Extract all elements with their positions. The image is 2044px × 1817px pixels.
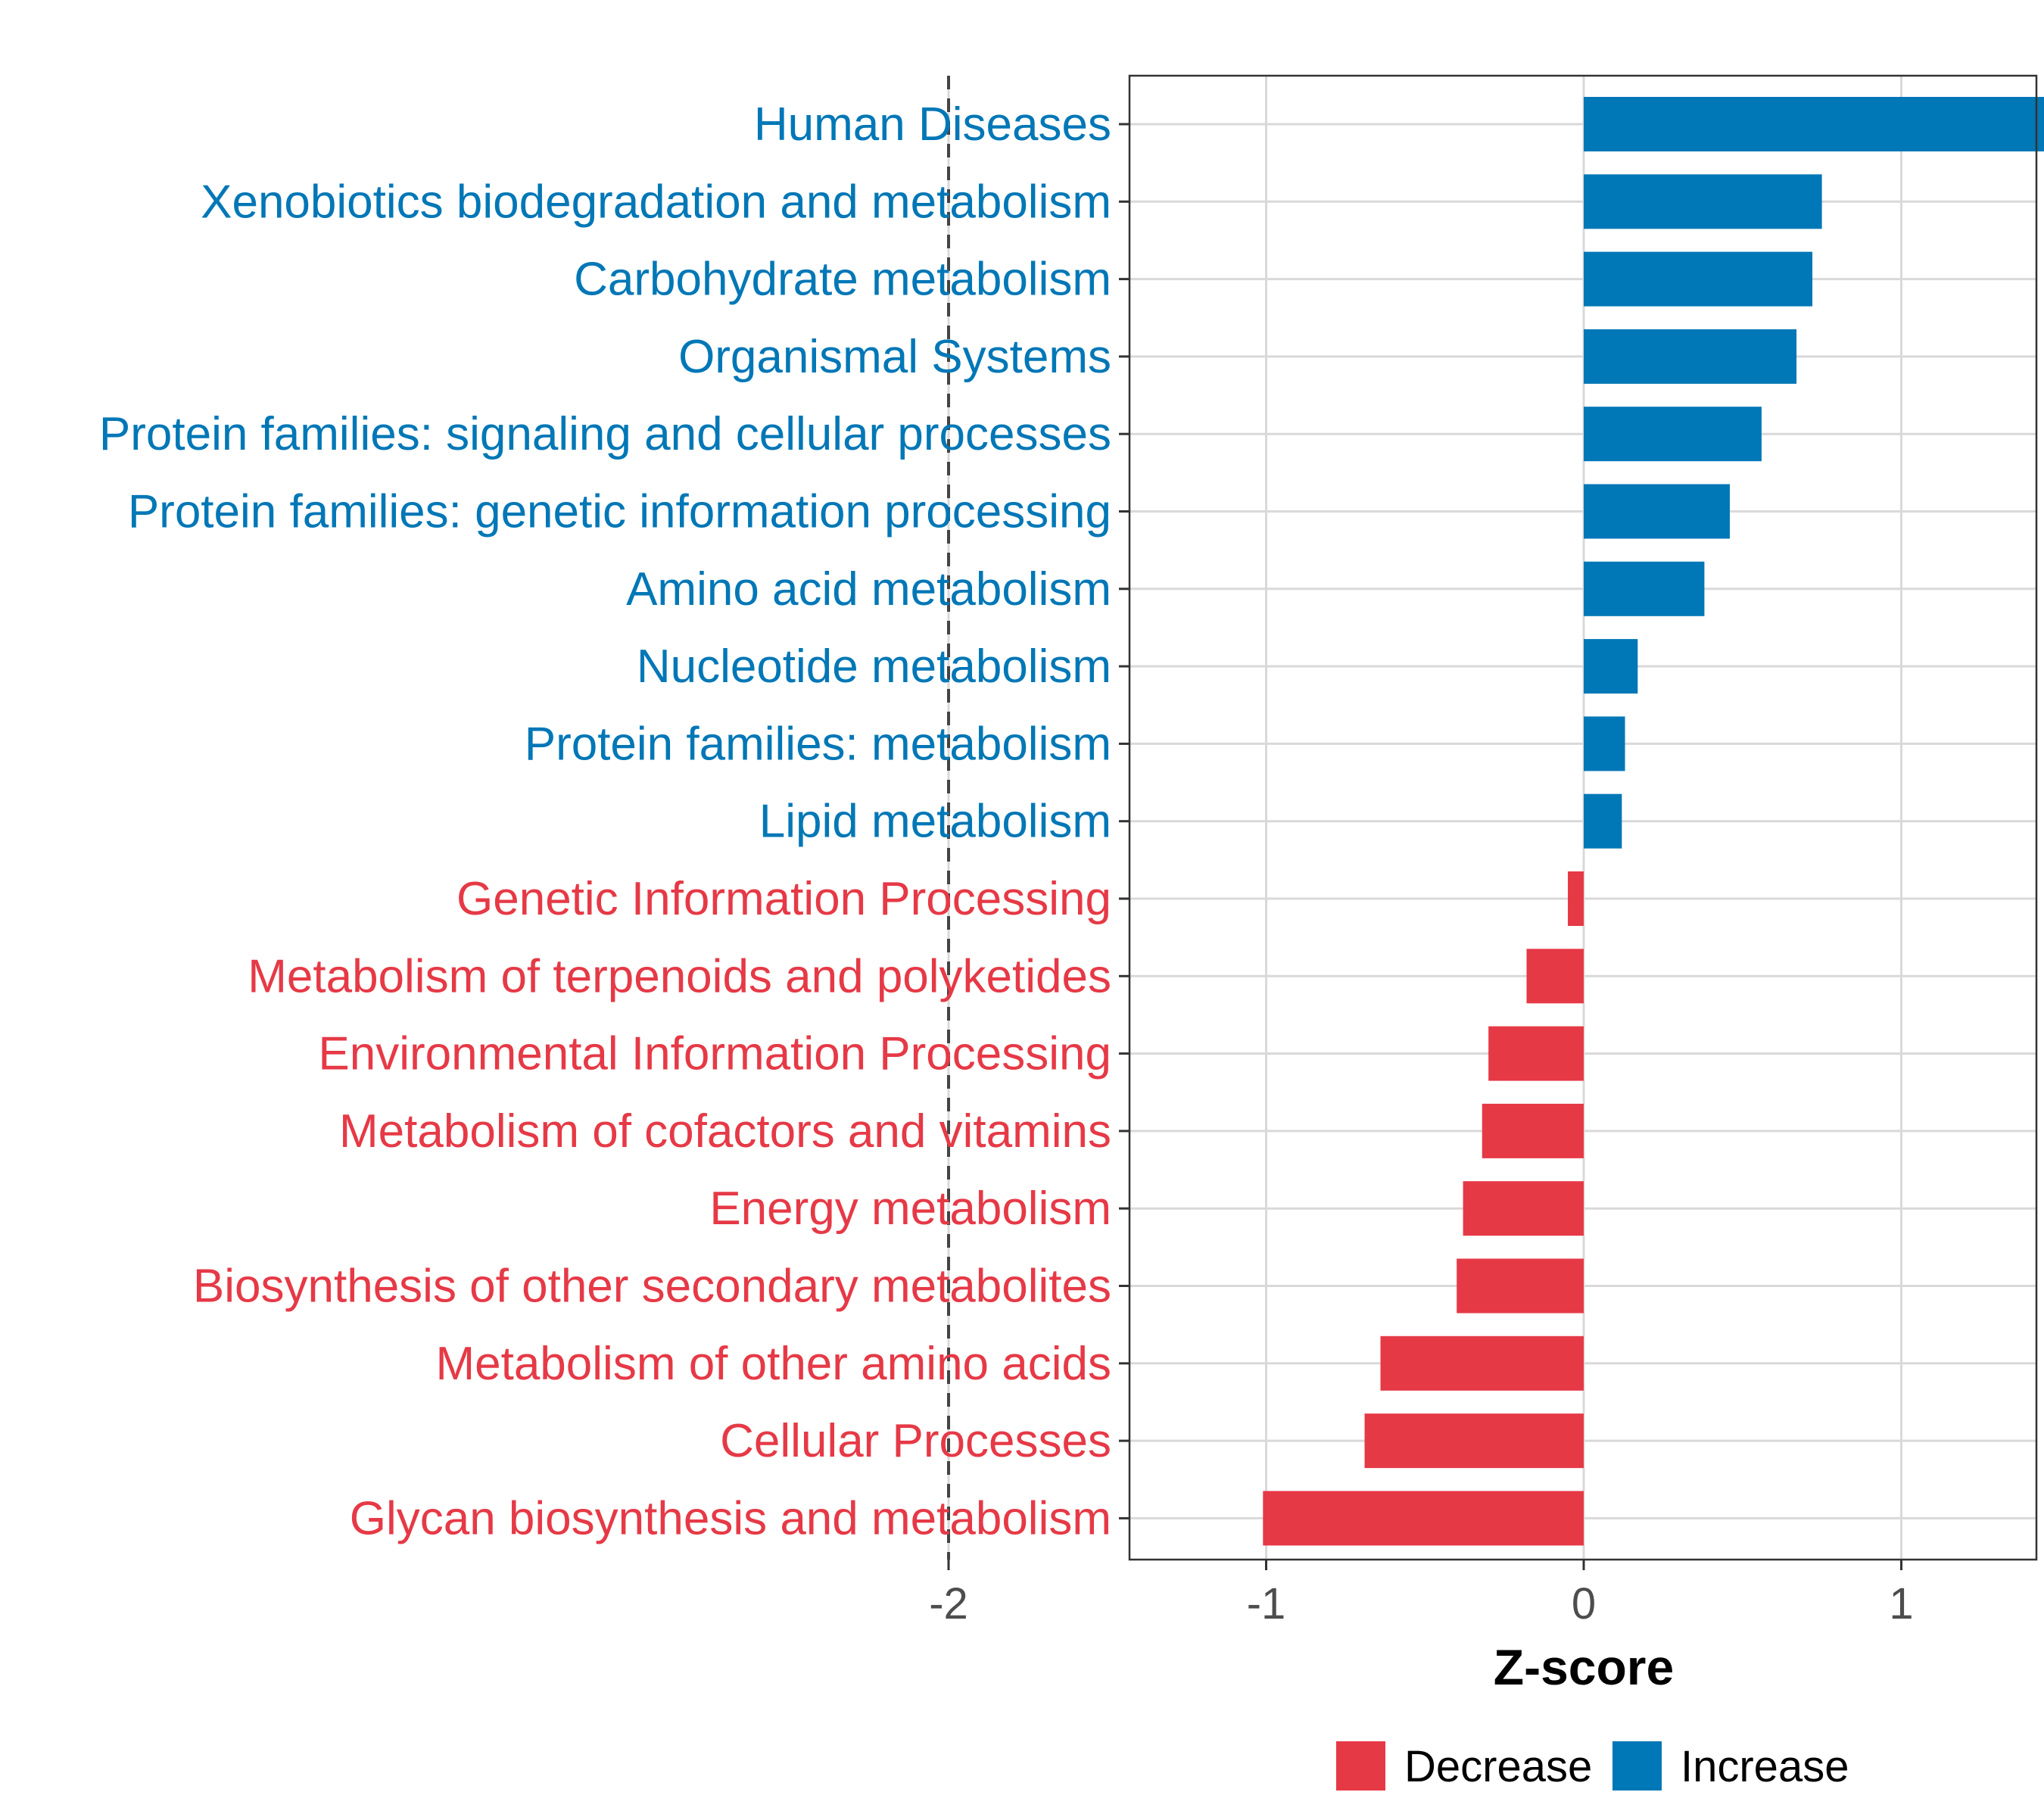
bar-6 xyxy=(1584,561,1705,616)
legend-label-decrease: Decrease xyxy=(1404,1742,1592,1791)
bar-15 xyxy=(1457,1258,1584,1314)
category-label-2: Carbohydrate metabolism xyxy=(574,254,1111,306)
category-label-13: Metabolism of cofactors and vitamins xyxy=(339,1105,1111,1158)
bar-1 xyxy=(1584,174,1822,229)
category-label-17: Cellular Processes xyxy=(720,1415,1111,1467)
category-label-9: Lipid metabolism xyxy=(759,796,1111,848)
category-label-12: Environmental Information Processing xyxy=(318,1028,1111,1080)
category-label-16: Metabolism of other amino acids xyxy=(435,1338,1111,1390)
x-tick-label-1: -1 xyxy=(1247,1579,1286,1628)
x-axis-title: Z-score xyxy=(1494,1639,1674,1695)
x-axis-ticks: -2-1012 xyxy=(929,1560,1914,1628)
category-label-7: Nucleotide metabolism xyxy=(637,640,1111,693)
category-label-6: Amino acid metabolism xyxy=(626,563,1111,616)
y-tick-marks xyxy=(1119,123,1129,1519)
category-label-1: Xenobiotics biodegradation and metabolis… xyxy=(201,176,1111,228)
bar-3 xyxy=(1584,329,1797,384)
bar-13 xyxy=(1482,1103,1584,1158)
bar-11 xyxy=(1526,949,1584,1004)
bar-16 xyxy=(1380,1335,1584,1391)
x-tick-label-3: 1 xyxy=(1889,1579,1913,1628)
category-label-5: Protein families: genetic information pr… xyxy=(128,486,1111,538)
category-label-15: Biosynthesis of other secondary metaboli… xyxy=(193,1261,1111,1313)
category-label-14: Energy metabolism xyxy=(709,1183,1111,1235)
y-category-labels: Human Diseases Xenobiotics biodegradation… xyxy=(99,98,1111,1544)
category-label-11: Metabolism of terpenoids and polyketides xyxy=(248,950,1111,1002)
legend-label-increase: Increase xyxy=(1681,1742,1849,1791)
bar-9 xyxy=(1584,793,1622,849)
bar-layer xyxy=(1263,97,2044,1546)
bar-0 xyxy=(1584,97,2044,151)
threshold-layer xyxy=(947,76,950,1560)
bar-17 xyxy=(1364,1413,1584,1469)
category-label-10: Genetic Information Processing xyxy=(456,873,1111,925)
bar-8 xyxy=(1584,716,1625,771)
category-label-0: Human Diseases xyxy=(754,98,1111,151)
legend-key-decrease xyxy=(1336,1741,1385,1791)
bar-18 xyxy=(1263,1491,1584,1546)
category-label-4: Protein families: signaling and cellular… xyxy=(99,408,1111,460)
bar-14 xyxy=(1463,1181,1584,1236)
category-label-18: Glycan biosynthesis and metabolism xyxy=(350,1492,1111,1544)
x-tick-label-2: 0 xyxy=(1572,1579,1596,1628)
bar-2 xyxy=(1584,251,1813,307)
bar-5 xyxy=(1584,484,1730,539)
category-label-3: Organismal Systems xyxy=(678,331,1111,383)
bar-12 xyxy=(1488,1026,1584,1081)
bar-4 xyxy=(1584,407,1762,462)
bar-10 xyxy=(1568,871,1584,926)
legend: Decrease Increase xyxy=(1336,1741,1849,1791)
x-tick-label-0: -2 xyxy=(929,1579,968,1628)
category-label-8: Protein families: metabolism xyxy=(525,718,1111,770)
bar-7 xyxy=(1584,639,1638,694)
legend-key-increase xyxy=(1612,1741,1662,1791)
